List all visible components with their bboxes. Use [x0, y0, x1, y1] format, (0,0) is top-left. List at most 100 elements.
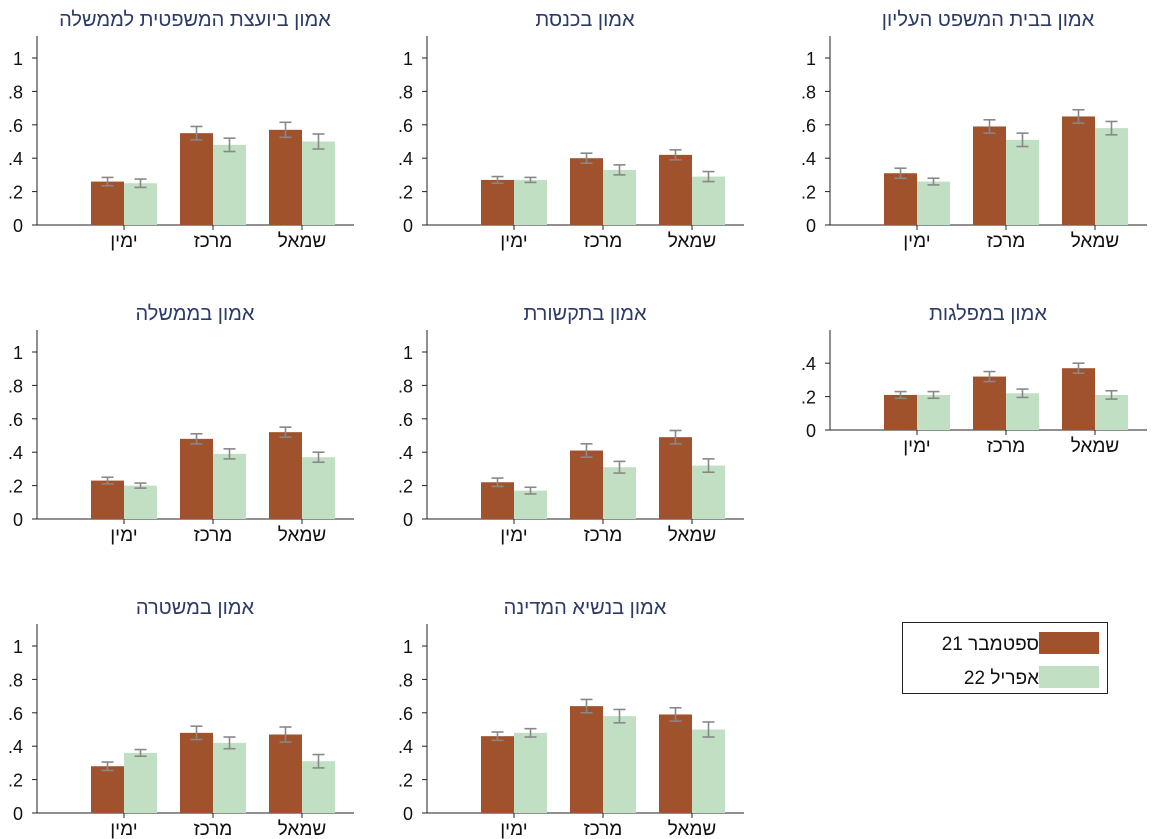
panel-3: אמון ביועצת המשפטית לממשלה 0 .2 .4 .6 .8 1 ימין…	[8, 9, 354, 252]
y-tick-label: 0	[13, 804, 23, 824]
panel-5: אמון בתקשורת 0 .2 .4 .6 .8 1 ימין מרכז שמאל	[398, 303, 744, 546]
bar-apr22	[692, 729, 725, 813]
panel-2: אמון בכנסת 0 .2 .4 .6 .8 1 ימין מרכז שמאל	[398, 9, 744, 252]
x-tick-label: שמאל	[1071, 436, 1120, 457]
panel-title: אמון בנשיא המדינה	[504, 597, 667, 619]
legend: ספטמבר 21 אפריל 22	[902, 622, 1108, 694]
bar-apr22	[603, 169, 636, 225]
bar-sep21	[481, 736, 514, 813]
x-tick-label: מרכז	[987, 231, 1026, 252]
x-tick-label: מרכז	[987, 436, 1026, 457]
bar-apr22	[302, 141, 335, 225]
y-tick-label: 1	[403, 49, 413, 69]
bar-apr22	[917, 394, 950, 430]
y-tick-label: .4	[8, 443, 23, 463]
bar-apr22	[213, 144, 246, 225]
bar-apr22	[1006, 393, 1039, 430]
bar-sep21	[180, 732, 213, 813]
y-tick-label: 0	[403, 804, 413, 824]
panel-title: אמון במשטרה	[136, 597, 255, 619]
panel-8: אמון במשטרה 0 .2 .4 .6 .8 1 ימין מרכז שמאל	[8, 597, 354, 839]
y-tick-label: .4	[398, 737, 413, 757]
legend-swatch-sep21	[1039, 632, 1099, 654]
legend-item-apr22: אפריל 22	[903, 666, 1109, 692]
bar-apr22	[213, 453, 246, 519]
y-tick-label: 1	[806, 49, 816, 69]
bar-sep21	[91, 480, 124, 519]
x-tick-label: שמאל	[668, 525, 717, 546]
bar-sep21	[269, 432, 302, 519]
y-tick-label: .2	[398, 771, 413, 791]
y-tick-label: 1	[13, 637, 23, 657]
y-tick-label: .6	[398, 116, 413, 136]
y-tick-label: 1	[13, 49, 23, 69]
y-tick-label: 0	[806, 421, 816, 441]
panel-title: אמון במפלגות	[929, 303, 1047, 325]
y-tick-label: .4	[8, 737, 23, 757]
bar-apr22	[692, 176, 725, 225]
bar-apr22	[603, 716, 636, 813]
panel-title: אמון ביועצת המשפטית לממשלה	[59, 9, 331, 31]
bar-sep21	[973, 376, 1006, 430]
y-tick-label: .6	[398, 704, 413, 724]
bar-apr22	[603, 467, 636, 519]
bar-sep21	[884, 394, 917, 430]
x-tick-label: מרכז	[194, 525, 233, 546]
y-tick-label: .6	[8, 116, 23, 136]
bar-sep21	[269, 129, 302, 225]
bar-apr22	[514, 179, 547, 225]
panel-title: אמון בבית המשפט העליון	[882, 9, 1095, 31]
y-tick-label: 1	[13, 343, 23, 363]
bar-sep21	[570, 158, 603, 225]
bar-sep21	[269, 734, 302, 813]
y-tick-label: .2	[801, 183, 816, 203]
y-tick-label: 0	[13, 216, 23, 236]
bar-apr22	[514, 490, 547, 519]
y-tick-label: 1	[403, 637, 413, 657]
x-tick-label: ימין	[110, 525, 137, 546]
bar-apr22	[1006, 139, 1039, 225]
y-tick-label: .8	[398, 670, 413, 690]
y-tick-label: .2	[398, 477, 413, 497]
bar-apr22	[302, 457, 335, 519]
y-tick-label: .2	[8, 477, 23, 497]
y-tick-label: .2	[801, 388, 816, 408]
bar-sep21	[481, 179, 514, 225]
y-tick-label: .2	[398, 183, 413, 203]
bar-apr22	[213, 742, 246, 813]
bar-sep21	[570, 706, 603, 813]
x-tick-label: מרכז	[584, 525, 623, 546]
bar-apr22	[302, 761, 335, 813]
y-tick-label: 0	[13, 510, 23, 530]
bar-apr22	[124, 183, 157, 225]
y-tick-label: .4	[398, 149, 413, 169]
y-tick-label: .6	[8, 410, 23, 430]
bar-sep21	[91, 181, 124, 225]
bar-sep21	[91, 766, 124, 813]
bar-sep21	[180, 133, 213, 225]
y-tick-label: .2	[8, 183, 23, 203]
y-tick-label: 0	[403, 510, 413, 530]
x-tick-label: מרכז	[584, 231, 623, 252]
y-tick-label: 1	[403, 343, 413, 363]
y-tick-label: .6	[8, 704, 23, 724]
bar-sep21	[659, 437, 692, 519]
panel-title: אמון בכנסת	[535, 9, 635, 31]
x-tick-label: שמאל	[1071, 231, 1120, 252]
x-tick-label: ימין	[110, 231, 137, 252]
y-tick-label: .8	[8, 376, 23, 396]
panel-title: אמון בתקשורת	[523, 303, 647, 325]
x-tick-label: ימין	[500, 231, 527, 252]
y-tick-label: .4	[801, 354, 816, 374]
legend-swatch-apr22	[1039, 666, 1099, 688]
y-tick-label: .4	[801, 149, 816, 169]
bar-apr22	[917, 181, 950, 225]
legend-label-sep21: ספטמבר 21	[941, 634, 1039, 655]
y-tick-label: .8	[8, 670, 23, 690]
x-tick-label: ימין	[903, 231, 930, 252]
y-tick-label: 0	[403, 216, 413, 236]
bar-sep21	[659, 154, 692, 225]
x-tick-label: מרכז	[194, 819, 233, 839]
x-tick-label: מרכז	[194, 231, 233, 252]
